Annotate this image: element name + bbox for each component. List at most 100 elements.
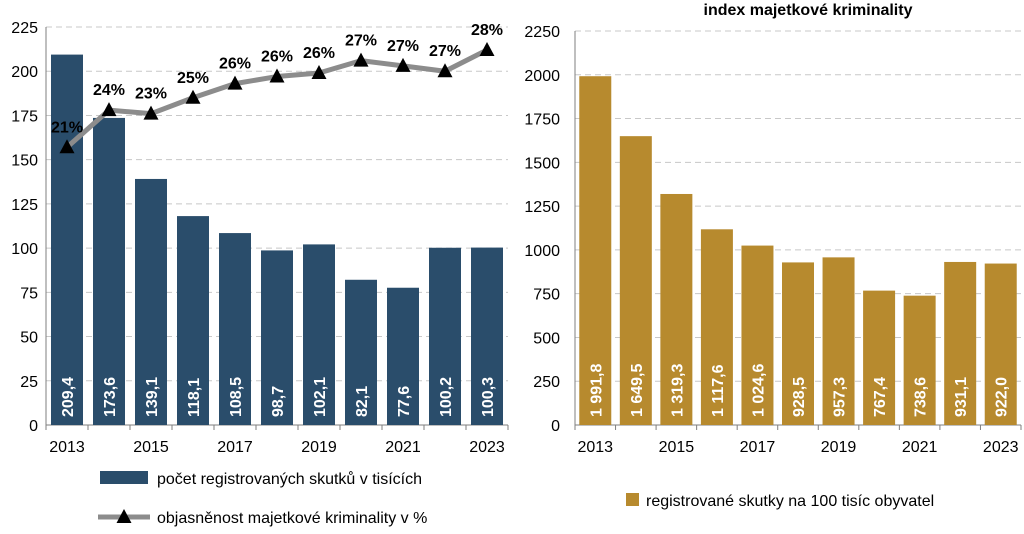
- y-tick-label: 50: [20, 330, 38, 347]
- bar: [387, 287, 419, 425]
- left-chart: 0 25 50 75 100 125 150 175 200 225 2013 2015 2017 201…: [11, 20, 509, 456]
- y-tick-label: 25: [20, 374, 38, 391]
- bar-data-label: 957,3: [832, 377, 849, 417]
- right-chart: 0 250 500 750 1000 1250 1500 1750 2000 2250 2013 20…: [524, 2, 1022, 456]
- bar: [660, 193, 693, 425]
- y-tick-label: 125: [11, 197, 38, 214]
- legends: počet registrovaných skutků v tisících ob…: [98, 470, 934, 527]
- line-marker: [227, 75, 243, 90]
- line-data-label: 27%: [429, 43, 461, 60]
- bar: [903, 295, 936, 425]
- y-tick-label: 100: [11, 241, 38, 258]
- line-marker: [437, 63, 453, 78]
- y-tick-label: 750: [533, 287, 560, 304]
- bar: [822, 257, 855, 425]
- bar-data-label: 82,1: [354, 386, 371, 417]
- bar-data-label: 931,1: [953, 377, 970, 417]
- line-data-label: 26%: [261, 49, 293, 66]
- x-tick-label: 2015: [133, 439, 169, 456]
- y-tick-label: 0: [551, 418, 560, 435]
- y-tick-label: 225: [11, 20, 38, 37]
- line-data-label: 27%: [345, 33, 377, 50]
- x-tick-label: 2021: [902, 439, 938, 456]
- bar-data-label: 100,2: [438, 377, 455, 417]
- bar: [93, 117, 125, 425]
- bar-data-label: 100,3: [480, 377, 497, 417]
- bar-data-label: 139,1: [144, 377, 161, 417]
- y-tick-label: 1250: [524, 199, 560, 216]
- y-tick-label: 150: [11, 153, 38, 170]
- line-data-label: 21%: [51, 119, 83, 136]
- line-marker: [479, 41, 495, 56]
- bar-data-label: 77,6: [396, 386, 413, 417]
- bar: [345, 279, 377, 425]
- bar-data-label: 1 991,8: [588, 364, 605, 417]
- x-tick-label: 2013: [577, 439, 613, 456]
- bar-data-label: 1 649,5: [629, 364, 646, 417]
- x-tick-label: 2023: [983, 439, 1019, 456]
- bar: [303, 244, 335, 425]
- bar: [51, 54, 83, 425]
- bar-data-label: 1 024,6: [750, 364, 767, 417]
- bar-data-label: 118,1: [186, 378, 203, 417]
- line-marker: [395, 57, 411, 72]
- bar-data-label: 767,4: [872, 377, 889, 417]
- bar: [177, 216, 209, 425]
- x-tick-label: 2019: [301, 439, 337, 456]
- y-tick-label: 1000: [524, 243, 560, 260]
- bar: [135, 178, 167, 425]
- bar-data-label: 738,6: [913, 377, 930, 417]
- x-tick-label: 2021: [385, 439, 421, 456]
- legend-swatch-marker: [116, 509, 132, 523]
- line-marker: [311, 64, 327, 79]
- bar: [261, 250, 293, 425]
- y-tick-label: 175: [11, 108, 38, 125]
- bar: [579, 76, 612, 426]
- bar: [741, 245, 774, 425]
- bar: [984, 263, 1017, 425]
- bar-data-label: 173,6: [102, 377, 119, 417]
- bar: [700, 229, 733, 425]
- y-tick-label: 75: [20, 285, 38, 302]
- legend-label: počet registrovaných skutků v tisících: [157, 470, 422, 488]
- chart-title: index majetkové kriminality: [704, 2, 913, 19]
- bar-data-label: 209,4: [60, 377, 77, 417]
- bar-data-label: 928,5: [791, 377, 808, 417]
- y-tick-label: 250: [533, 374, 560, 391]
- legend-label: registrované skutky na 100 tisíc obyvate…: [646, 493, 934, 510]
- bar: [944, 261, 977, 425]
- line-marker: [101, 102, 117, 117]
- bar-data-label: 102,1: [312, 377, 329, 417]
- x-tick-label: 2017: [740, 439, 776, 456]
- line-data-label: 26%: [219, 56, 251, 73]
- legend-swatch-bar: [100, 471, 148, 484]
- line-data-label: 27%: [387, 38, 419, 55]
- bar: [471, 247, 503, 425]
- y-tick-label: 200: [11, 64, 38, 81]
- y-tick-label: 2250: [524, 24, 560, 41]
- bar: [429, 247, 461, 425]
- bar-data-label: 1 117,6: [710, 364, 727, 417]
- line-data-label: 24%: [93, 82, 125, 99]
- bar-data-label: 108,5: [228, 377, 245, 417]
- line-data-label: 25%: [177, 70, 209, 87]
- y-tick-label: 0: [29, 418, 38, 435]
- line-marker: [353, 52, 369, 67]
- x-tick-label: 2023: [469, 439, 505, 456]
- legend-swatch-bar: [626, 493, 639, 506]
- x-tick-label: 2015: [659, 439, 695, 456]
- bar: [619, 136, 652, 425]
- y-tick-label: 2000: [524, 68, 560, 85]
- bar: [219, 233, 251, 425]
- line-data-label: 23%: [135, 86, 167, 103]
- bar-data-label: 98,7: [270, 386, 287, 417]
- line-data-label: 26%: [303, 45, 335, 62]
- line-data-label: 28%: [471, 22, 503, 39]
- line-marker: [269, 68, 285, 83]
- line-marker: [59, 139, 75, 154]
- bar: [863, 290, 896, 425]
- line-marker: [185, 89, 201, 104]
- x-tick-label: 2017: [217, 439, 253, 456]
